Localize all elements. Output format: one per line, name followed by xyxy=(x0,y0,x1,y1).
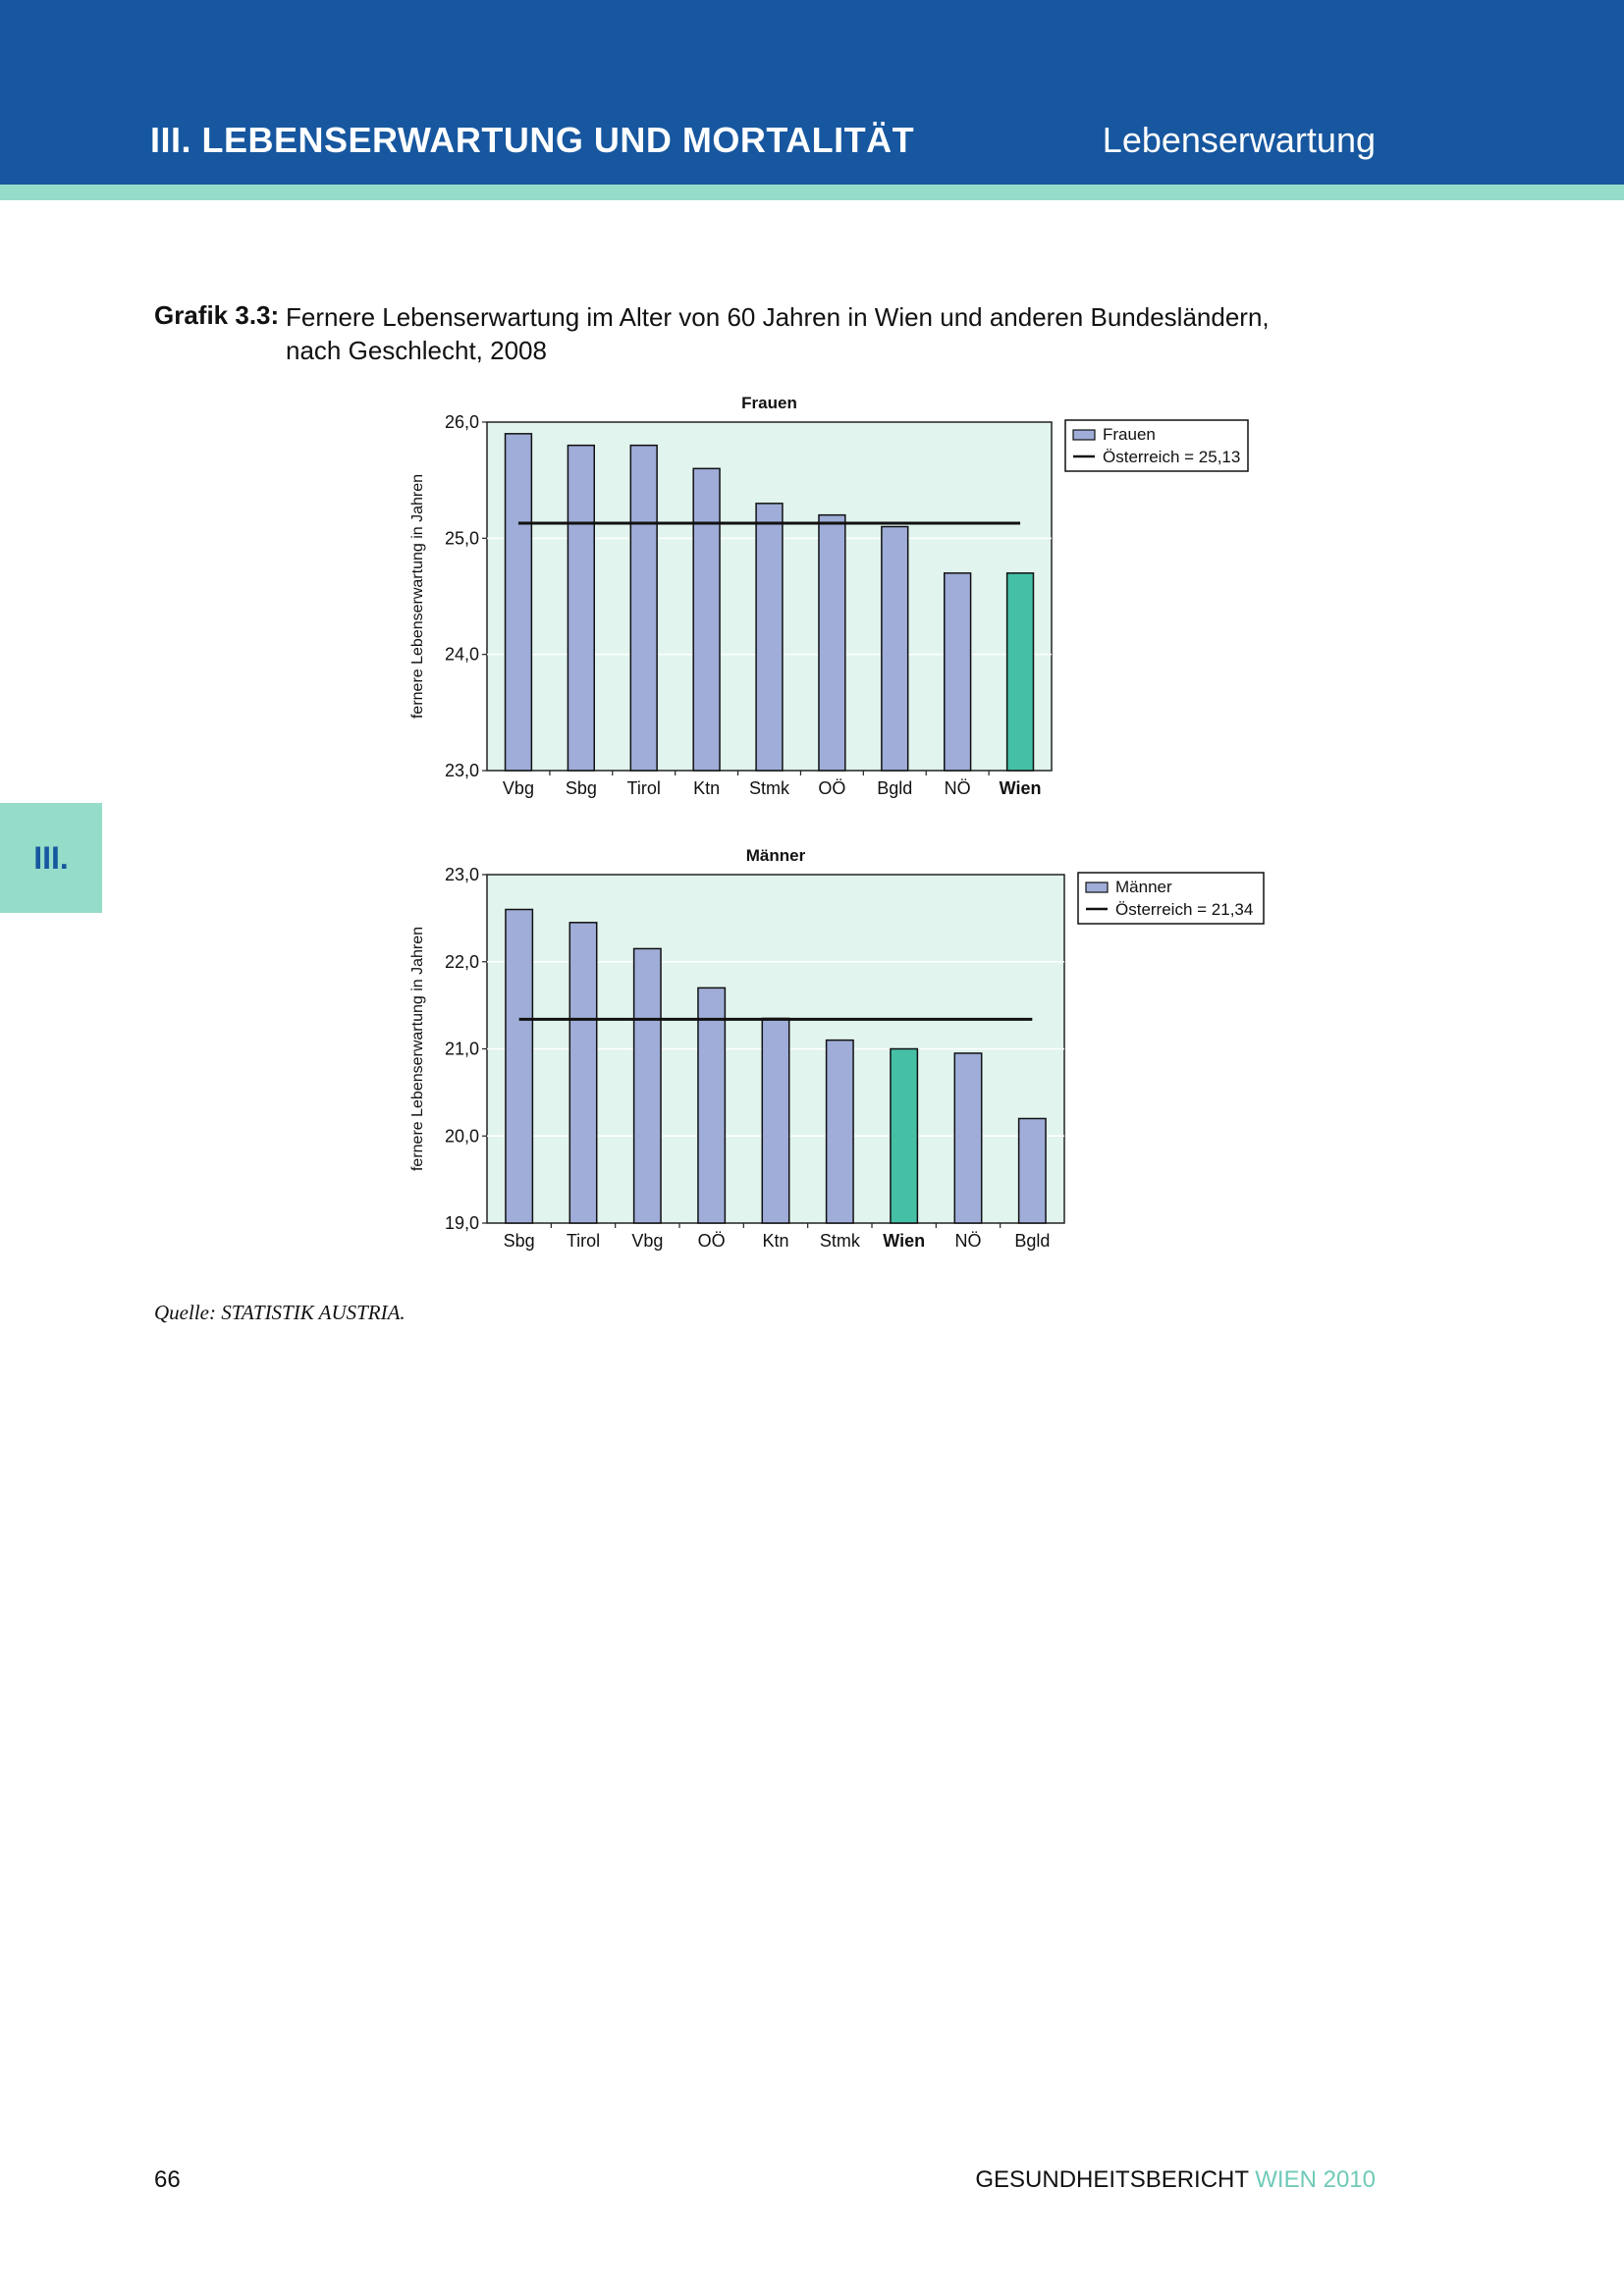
y-tick-label: 23,0 xyxy=(445,865,479,884)
x-tick-label: Stmk xyxy=(820,1231,861,1251)
header-band xyxy=(0,0,1624,185)
footer-title-main: GESUNDHEITSBERICHT xyxy=(975,2166,1249,2193)
chart-title: Frauen xyxy=(741,394,797,412)
bar xyxy=(761,1017,790,1224)
figure-label: Grafik 3.3: xyxy=(154,300,280,330)
footer-title: GESUNDHEITSBERICHT WIEN 2010 xyxy=(975,2166,1376,2194)
legend-bar-swatch xyxy=(1072,429,1096,441)
source-note: Quelle: STATISTIK AUSTRIA. xyxy=(154,1301,406,1324)
bar xyxy=(890,1047,919,1224)
bar xyxy=(567,444,596,772)
x-tick-label: Wien xyxy=(1000,778,1042,798)
bar xyxy=(632,947,662,1224)
y-tick-label: 20,0 xyxy=(445,1126,479,1146)
legend-box xyxy=(1077,872,1265,925)
section-title: Lebenserwartung xyxy=(1102,120,1376,160)
x-tick-label: Vbg xyxy=(631,1231,663,1251)
y-tick-label: 21,0 xyxy=(445,1040,479,1059)
y-tick-label: 26,0 xyxy=(445,412,479,432)
side-tab-label: III. xyxy=(33,839,69,876)
y-tick-label: 19,0 xyxy=(445,1213,479,1233)
bar xyxy=(818,513,846,772)
x-tick-label: Tirol xyxy=(627,778,661,798)
bar xyxy=(1017,1117,1047,1224)
x-tick-label: Bgld xyxy=(1014,1231,1050,1251)
x-tick-label: OÖ xyxy=(818,778,845,798)
x-tick-label: Stmk xyxy=(749,778,790,798)
x-tick-label: NÖ xyxy=(945,778,971,798)
chapter-side-tab[interactable]: III. xyxy=(0,803,102,913)
bar xyxy=(1005,572,1035,772)
bar xyxy=(755,503,784,772)
header-stripe xyxy=(0,185,1624,200)
bar xyxy=(505,908,534,1224)
y-tick-label: 24,0 xyxy=(445,645,479,665)
legend-series-label: Frauen xyxy=(1103,425,1156,444)
page-number: 66 xyxy=(154,2166,181,2193)
legend-bar-swatch xyxy=(1085,881,1109,893)
y-tick-label: 23,0 xyxy=(445,761,479,780)
x-tick-label: OÖ xyxy=(698,1231,726,1251)
bar xyxy=(692,467,721,772)
bar xyxy=(953,1052,983,1224)
x-tick-label: Sbg xyxy=(566,778,597,798)
y-axis-label: fernere Lebenserwartung in Jahren xyxy=(409,927,426,1171)
bar xyxy=(504,433,533,772)
chapter-title: III. LEBENSERWARTUNG UND MORTALITÄT xyxy=(150,120,915,160)
legend-box xyxy=(1064,419,1249,472)
x-tick-label: Vbg xyxy=(503,778,534,798)
chart-title: Männer xyxy=(746,846,806,865)
bar xyxy=(944,572,972,772)
footer-title-accent: WIEN 2010 xyxy=(1255,2166,1376,2193)
y-axis-label: fernere Lebenserwartung in Jahren xyxy=(409,474,426,719)
y-tick-label: 22,0 xyxy=(445,952,479,972)
y-tick-label: 25,0 xyxy=(445,528,479,548)
legend-reference-label: Österreich = 25,13 xyxy=(1103,448,1240,466)
x-tick-label: Wien xyxy=(883,1231,925,1251)
charts-canvas: 23,0 24,0 25,0 26,0 Frauen fernere Lebenserwa… xyxy=(409,394,1265,1251)
x-tick-label: Ktn xyxy=(762,1231,788,1251)
x-tick-label: Ktn xyxy=(693,778,720,798)
bar xyxy=(629,444,658,772)
x-tick-label: Sbg xyxy=(504,1231,535,1251)
legend-series-label: Männer xyxy=(1115,878,1172,896)
x-tick-label: Tirol xyxy=(567,1231,600,1251)
legend-reference-label: Österreich = 21,34 xyxy=(1115,900,1253,919)
x-tick-label: NÖ xyxy=(955,1231,982,1251)
figure-caption: Fernere Lebenserwartung im Alter von 60 … xyxy=(286,302,1270,365)
x-tick-label: Bgld xyxy=(877,778,912,798)
bar xyxy=(881,525,909,772)
bar xyxy=(825,1039,854,1224)
bar xyxy=(697,987,727,1224)
bar xyxy=(568,922,598,1224)
